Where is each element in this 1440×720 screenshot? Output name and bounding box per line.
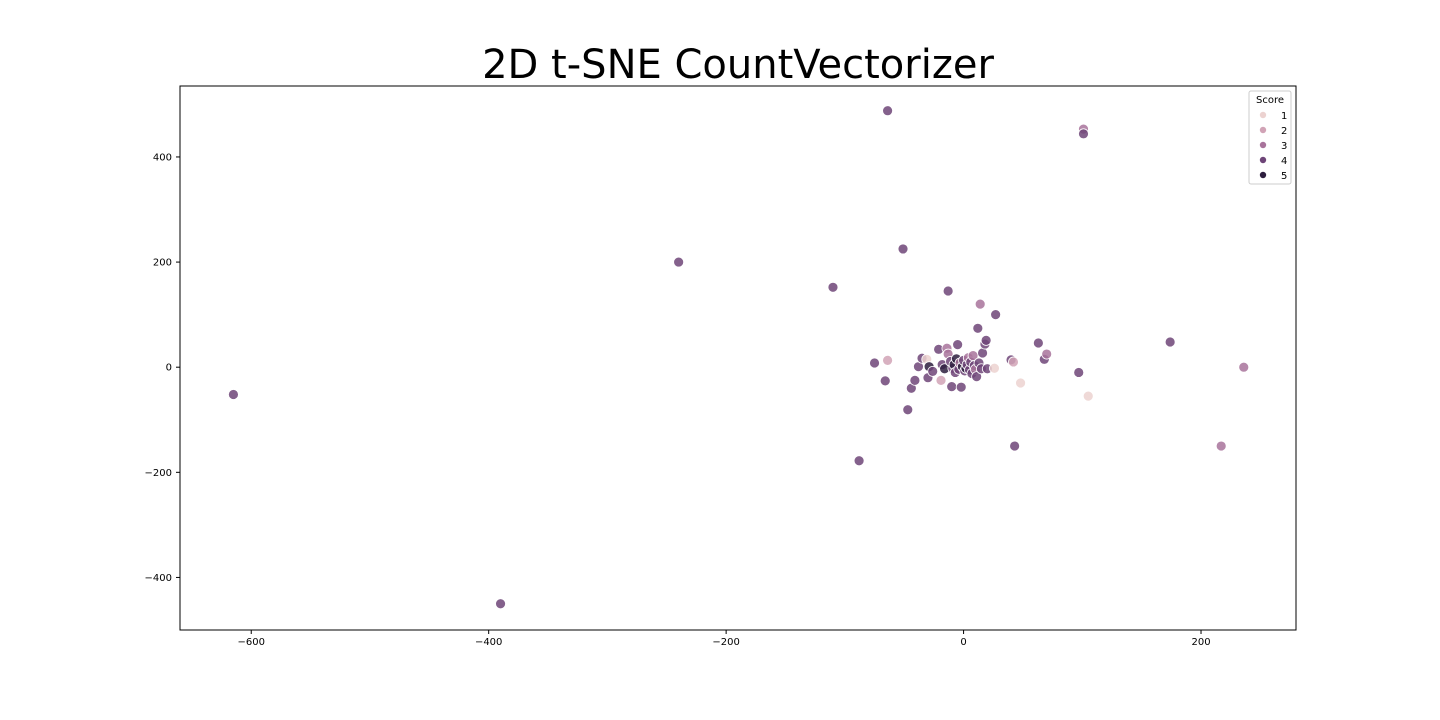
y-tick-label: −200 bbox=[145, 468, 172, 479]
scatter-point bbox=[1073, 367, 1085, 378]
scatter-point bbox=[946, 381, 958, 393]
legend-marker bbox=[1259, 126, 1267, 134]
scatter-point bbox=[1009, 440, 1021, 452]
x-axis: −600 −400 −200 0 200 bbox=[237, 630, 1211, 648]
scatter-point bbox=[673, 256, 685, 268]
scatter-point bbox=[972, 322, 984, 334]
scatter-point bbox=[882, 354, 893, 366]
legend-label: 3 bbox=[1281, 141, 1287, 152]
scatter-point bbox=[228, 389, 239, 400]
scatter-point bbox=[1032, 337, 1044, 349]
scatter-point bbox=[902, 404, 914, 416]
y-tick-label: 400 bbox=[153, 152, 172, 163]
chart-title: 2D t-SNE CountVectorizer bbox=[482, 42, 994, 88]
x-tick-label: 0 bbox=[960, 637, 966, 648]
x-tick-label: −400 bbox=[475, 637, 502, 648]
scatter-point bbox=[869, 357, 880, 369]
legend-marker bbox=[1259, 171, 1267, 179]
scatter-point bbox=[1078, 128, 1089, 140]
scatter-point bbox=[1041, 348, 1053, 360]
y-axis: −400 −200 0 200 400 bbox=[145, 152, 180, 584]
x-tick-label: −600 bbox=[237, 637, 264, 648]
y-tick-label: 0 bbox=[166, 363, 172, 374]
scatter-point bbox=[1215, 440, 1227, 452]
legend-title: Score bbox=[1256, 95, 1284, 106]
scatter-point bbox=[879, 375, 891, 387]
scatter-point bbox=[1238, 361, 1250, 373]
y-tick-label: −400 bbox=[145, 573, 172, 584]
legend-label: 4 bbox=[1281, 156, 1287, 167]
scatter-point bbox=[827, 281, 839, 293]
x-tick-label: 200 bbox=[1191, 637, 1210, 648]
scatter-point bbox=[974, 298, 986, 310]
legend-label: 2 bbox=[1281, 126, 1287, 137]
scatter-point bbox=[980, 334, 992, 346]
scatter-point bbox=[853, 455, 865, 467]
legend-marker bbox=[1259, 111, 1267, 119]
scatter-point bbox=[882, 105, 893, 117]
x-tick-label: −200 bbox=[712, 637, 739, 648]
legend-marker bbox=[1259, 156, 1267, 164]
scatter-point bbox=[942, 285, 954, 297]
scatter-point bbox=[952, 339, 964, 350]
scatter-point bbox=[1164, 336, 1176, 348]
scatter-point bbox=[990, 309, 1002, 321]
legend: Score 1 2 3 4 5 bbox=[1248, 90, 1292, 185]
scatter-point bbox=[909, 374, 921, 386]
scatter-point bbox=[989, 362, 1000, 374]
data-points bbox=[228, 105, 1250, 610]
legend-label: 1 bbox=[1281, 111, 1287, 122]
legend-marker bbox=[1259, 141, 1267, 149]
plot-area-frame bbox=[179, 85, 1297, 631]
scatter-point bbox=[1008, 356, 1019, 368]
scatter-point bbox=[971, 371, 983, 383]
scatter-point bbox=[1082, 390, 1094, 402]
scatter-point bbox=[977, 347, 988, 359]
legend-label: 5 bbox=[1281, 171, 1287, 182]
scatter-point bbox=[495, 598, 506, 610]
scatter-point bbox=[935, 374, 947, 386]
scatter-point bbox=[927, 366, 939, 377]
y-tick-label: 200 bbox=[153, 258, 172, 269]
scatter-point bbox=[955, 381, 967, 393]
scatter-point bbox=[897, 243, 909, 255]
scatter-point bbox=[1015, 377, 1026, 389]
